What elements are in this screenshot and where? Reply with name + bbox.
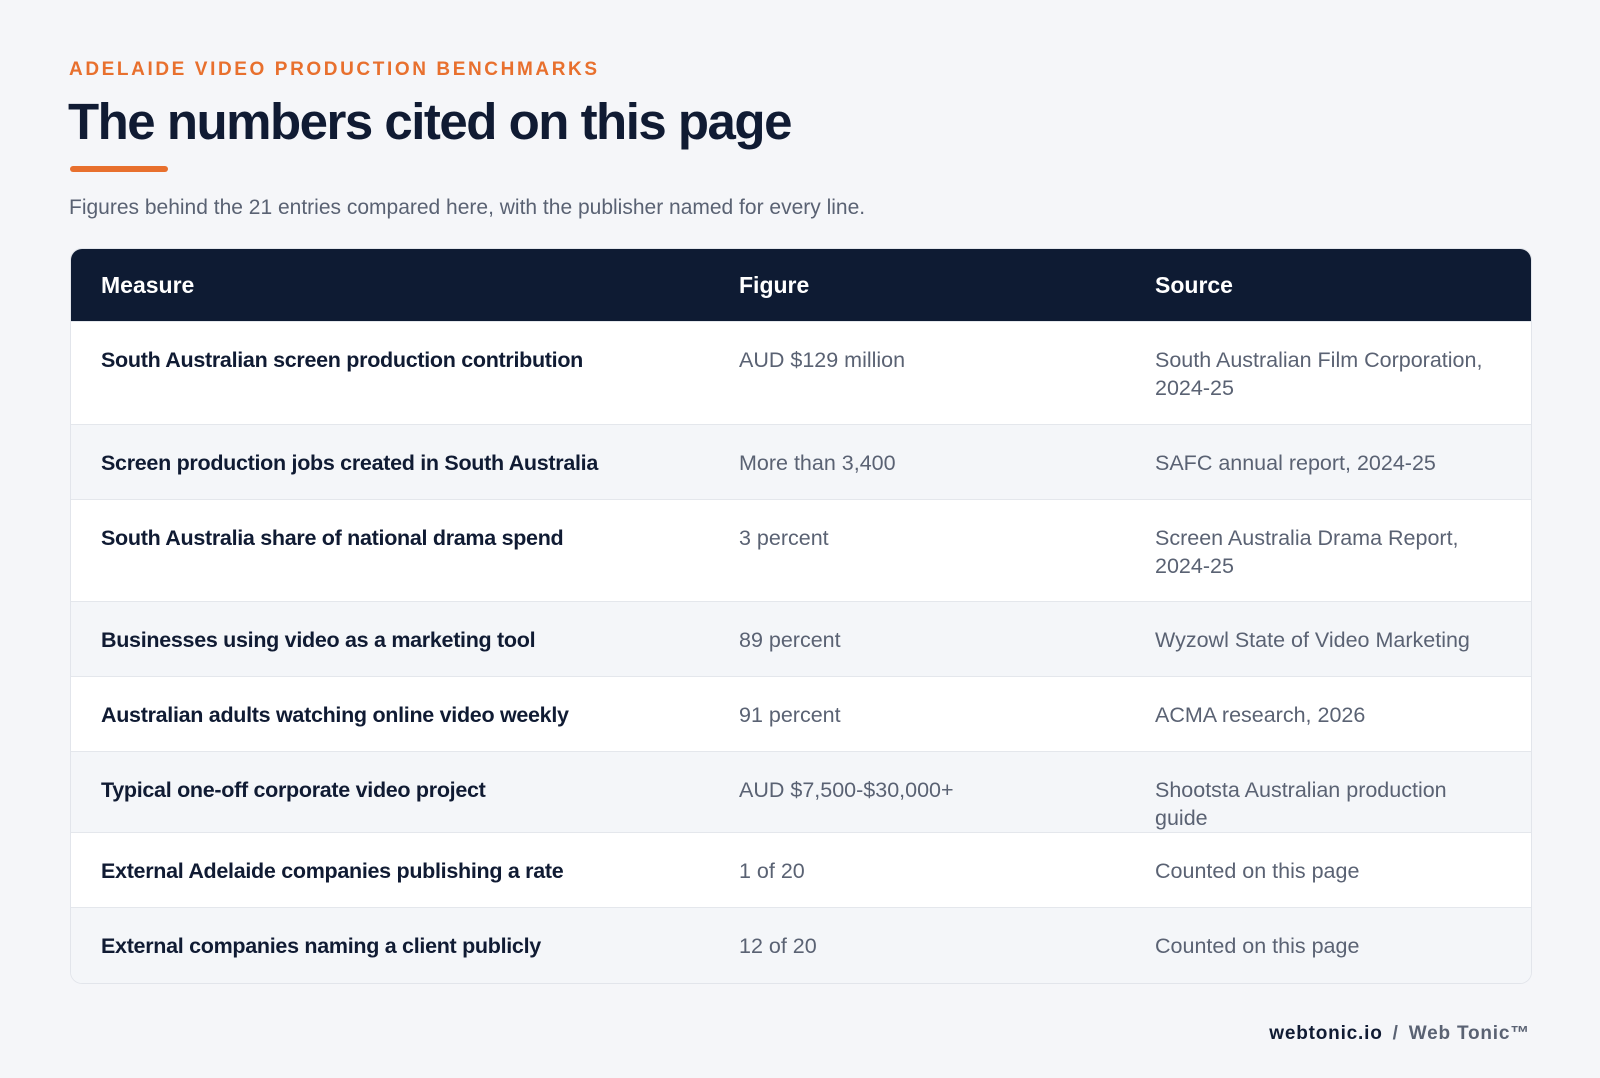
measure-cell: Typical one-off corporate video project: [71, 751, 709, 833]
source-cell: ACMA research, 2026: [1125, 676, 1531, 752]
table-row: Typical one-off corporate video project A…: [71, 751, 1531, 833]
source-cell: Wyzowl State of Video Marketing: [1125, 601, 1531, 677]
header-row: Measure Figure Source: [71, 249, 1531, 322]
column-header: Measure: [71, 249, 709, 322]
source-cell: Screen Australia Drama Report, 2024-25: [1125, 499, 1531, 602]
figure-cell: AUD $7,500-$30,000+: [709, 751, 1125, 833]
figure-cell: 89 percent: [709, 601, 1125, 677]
measure-cell: External Adelaide companies publishing a…: [71, 832, 709, 908]
footer-brand: Web Tonic™: [1408, 1023, 1530, 1044]
measure-cell: Businesses using video as a marketing to…: [71, 601, 709, 677]
footer: webtonic.io / Web Tonic™: [1269, 1023, 1530, 1045]
measure-cell: South Australian screen production contr…: [71, 321, 709, 425]
figure-cell: 1 of 20: [709, 832, 1125, 908]
figure-cell: 3 percent: [709, 499, 1125, 602]
table-row: South Australia share of national drama …: [71, 499, 1531, 602]
column-header: Figure: [709, 249, 1125, 322]
accent-rule: [70, 166, 168, 172]
benchmarks-table: Measure Figure Source South Australian scr…: [71, 249, 1531, 983]
source-cell: South Australian Film Corporation, 2024-…: [1125, 321, 1531, 425]
figure-cell: 12 of 20: [709, 907, 1125, 983]
page-title: The numbers cited on this page: [68, 93, 792, 150]
source-cell: Counted on this page: [1125, 832, 1531, 908]
table-card: Measure Figure Source South Australian scr…: [70, 248, 1532, 984]
footer-separator: /: [1392, 1023, 1399, 1044]
figure-cell: AUD $129 million: [709, 321, 1125, 425]
footer-site: webtonic.io: [1269, 1023, 1383, 1044]
figure-cell: More than 3,400: [709, 424, 1125, 500]
table-row: Businesses using video as a marketing to…: [71, 601, 1531, 677]
subtitle: Figures behind the 21 entries compared h…: [69, 196, 866, 219]
source-cell: Shootsta Australian production guide: [1125, 751, 1531, 833]
measure-cell: Australian adults watching online video …: [71, 676, 709, 752]
table-row: Australian adults watching online video …: [71, 676, 1531, 752]
table-row: Screen production jobs created in South …: [71, 424, 1531, 500]
source-cell: Counted on this page: [1125, 907, 1531, 983]
measure-cell: Screen production jobs created in South …: [71, 424, 709, 500]
source-cell: SAFC annual report, 2024-25: [1125, 424, 1531, 500]
table-row: South Australian screen production contr…: [71, 321, 1531, 425]
figure-cell: 91 percent: [709, 676, 1125, 752]
measure-cell: External companies naming a client publi…: [71, 907, 709, 983]
column-header: Source: [1125, 249, 1531, 322]
table-row: External companies naming a client publi…: [71, 907, 1531, 983]
eyebrow: ADELAIDE VIDEO PRODUCTION BENCHMARKS: [69, 59, 600, 80]
measure-cell: South Australia share of national drama …: [71, 499, 709, 602]
table-row: External Adelaide companies publishing a…: [71, 832, 1531, 908]
